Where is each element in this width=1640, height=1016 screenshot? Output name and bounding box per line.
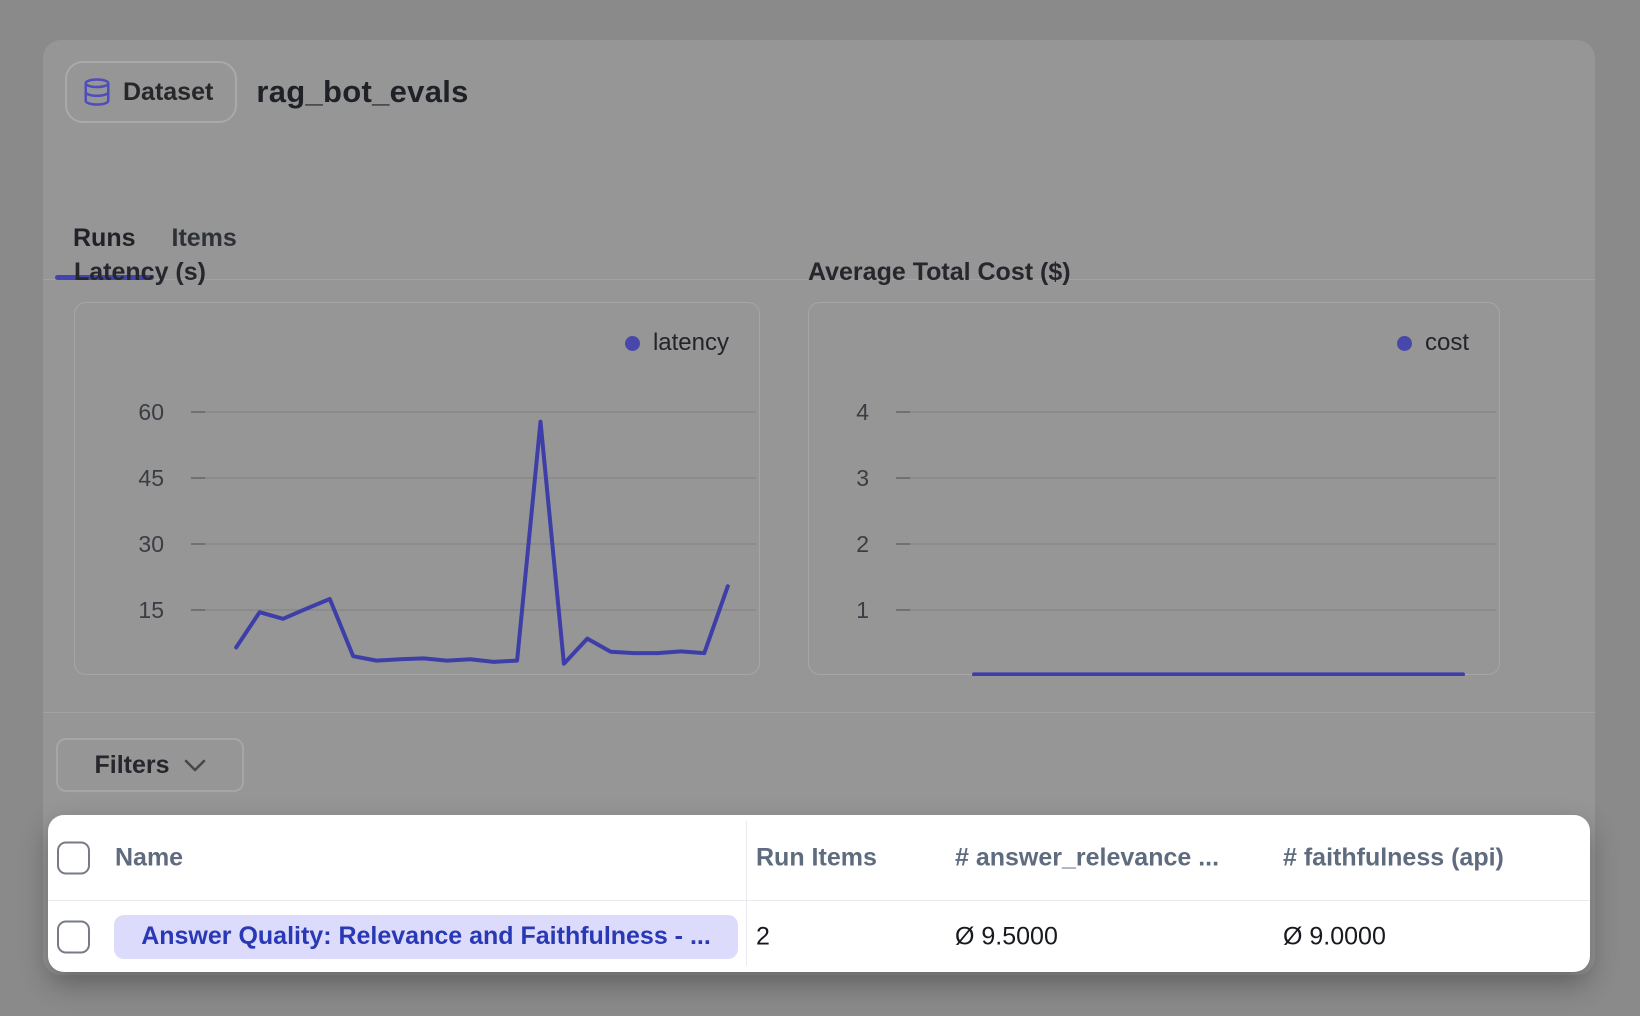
row-checkbox[interactable] [57,920,90,953]
latency-legend-dot-icon [624,335,640,351]
filters-button[interactable]: Filters [56,738,244,792]
svg-text:3: 3 [856,465,869,491]
cost-legend-label: cost [1424,329,1469,356]
cost-chart-plot: 1 2 3 4 cost [808,302,1500,676]
svg-text:2: 2 [856,531,869,557]
svg-text:4: 4 [856,399,869,425]
table-header-row: Name Run Items # answer_relevance ... # … [48,815,1590,901]
tab-items[interactable]: Items [154,208,255,279]
select-all-checkbox[interactable] [57,841,90,874]
cost-chart: Average Total Cost ($) 1 2 3 4 cost [808,258,1500,676]
chevron-down-icon [184,759,206,772]
cell-answer-relevance: Ø 9.5000 [955,922,1058,950]
cost-line-chart-svg: 1 2 3 4 [856,399,1496,676]
latency-line-chart-svg: 15 30 45 60 [138,399,756,666]
filters-button-label: Filters [94,750,170,779]
page-header: Dataset rag_bot_evals [65,61,469,123]
cost-legend-dot-icon [1396,335,1412,351]
svg-text:45: 45 [138,465,164,491]
charts-row: Latency (s) 15 30 45 60 latency Average Tot… [74,258,1500,676]
latency-legend-label: latency [652,329,729,356]
runs-table: Name Run Items # answer_relevance ... # … [48,815,1590,972]
dataset-badge-label: Dataset [123,77,214,106]
cell-faithfulness: Ø 9.0000 [1283,922,1386,950]
active-tab-underline [55,275,154,280]
column-header-run-items[interactable]: Run Items [756,843,877,871]
tab-runs[interactable]: Runs [55,208,154,280]
tab-runs-label: Runs [73,224,136,252]
page-title: rag_bot_evals [256,74,469,109]
dataset-badge: Dataset [65,61,238,123]
cost-chart-title: Average Total Cost ($) [808,258,1071,286]
svg-text:15: 15 [138,597,164,623]
svg-text:60: 60 [138,399,164,425]
column-divider [746,821,747,966]
database-icon [82,76,112,108]
latency-chart: Latency (s) 15 30 45 60 latency [74,259,760,675]
column-header-answer-relevance[interactable]: # answer_relevance ... [955,843,1220,871]
column-header-name[interactable]: Name [115,843,184,871]
svg-text:1: 1 [856,597,869,623]
dataset-card: Dataset rag_bot_evals Runs Items Latency… [43,40,1595,975]
latency-chart-plot: 15 30 45 60 latency [74,302,760,675]
column-header-faithfulness[interactable]: # faithfulness (api) [1283,843,1504,871]
latency-legend: latency [624,329,729,357]
table-row[interactable]: Answer Quality: Relevance and Faithfulne… [48,901,1590,972]
tab-items-label: Items [171,224,237,252]
latency-chart-title: Latency (s) [74,258,206,286]
svg-text:30: 30 [138,531,164,557]
cell-run-items: 2 [756,922,770,950]
cost-legend: cost [1396,329,1469,357]
section-divider [43,712,1595,713]
run-name-pill[interactable]: Answer Quality: Relevance and Faithfulne… [114,914,738,959]
tab-bar: Runs Items [43,208,1595,280]
